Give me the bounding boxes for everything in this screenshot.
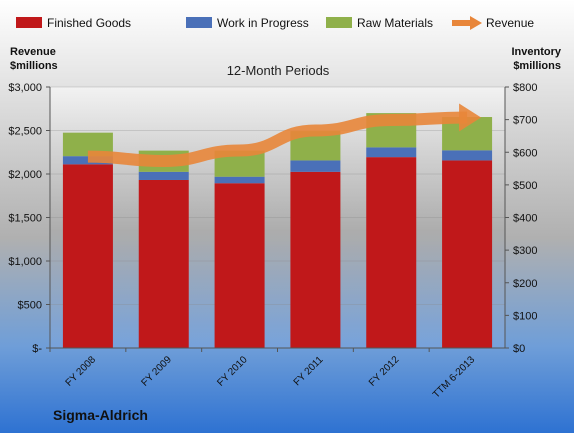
legend-label: Work in Progress [217, 16, 309, 30]
right-tick-label: $100 [513, 310, 537, 322]
bar-finished-goods [290, 171, 341, 348]
revenue-series [87, 103, 482, 167]
bar-work-in-progress [442, 150, 493, 161]
bar-finished-goods [62, 164, 113, 348]
legend-swatch-finished-goods [16, 17, 42, 28]
bar-work-in-progress [138, 171, 189, 180]
left-tick-label: $500 [18, 300, 42, 312]
left-tick-label: $3,000 [8, 82, 42, 94]
bar-work-in-progress [290, 160, 341, 172]
legend-swatch-raw-materials [326, 17, 352, 28]
legend-label: Revenue [486, 16, 534, 30]
legend-arrowhead [470, 16, 482, 30]
right-tick-label: $600 [513, 147, 537, 159]
left-tick-label: $- [32, 343, 42, 355]
right-tick-label: $400 [513, 213, 537, 225]
bar-raw-materials [62, 132, 113, 157]
bar-finished-goods [214, 183, 265, 348]
revenue-line [87, 111, 468, 167]
right-axis-label-line2: $millions [513, 60, 561, 72]
bar-finished-goods [366, 157, 417, 348]
left-tick-label: $2,000 [8, 169, 42, 181]
bar-work-in-progress [214, 176, 265, 184]
revenue-arrowhead [459, 103, 482, 132]
right-tick-label: $0 [513, 343, 525, 355]
legend-label: Finished Goods [47, 16, 131, 30]
left-axis-label-line2: $millions [10, 60, 58, 72]
chart-title: 12-Month Periods [227, 63, 330, 78]
right-tick-label: $800 [513, 82, 537, 94]
right-axis-label-line1: Inventory [511, 46, 561, 58]
left-axis-label-line1: Revenue [10, 46, 56, 58]
company-name: Sigma-Aldrich [53, 407, 148, 423]
right-tick-label: $500 [513, 180, 537, 192]
bars [62, 113, 493, 348]
left-tick-label: $1,000 [8, 256, 42, 268]
bar-finished-goods [138, 179, 189, 348]
left-tick-label: $2,500 [8, 126, 42, 138]
legend-swatch-work-in-progress [186, 17, 212, 28]
left-tick-label: $1,500 [8, 213, 42, 225]
legend-label: Raw Materials [357, 16, 433, 30]
bar-work-in-progress [366, 147, 417, 158]
legend: Finished Goods Work in Progress Raw Materi… [16, 16, 534, 30]
right-tick-label: $300 [513, 245, 537, 257]
bar-finished-goods [442, 160, 493, 348]
right-tick-label: $700 [513, 115, 537, 127]
right-tick-label: $200 [513, 278, 537, 290]
